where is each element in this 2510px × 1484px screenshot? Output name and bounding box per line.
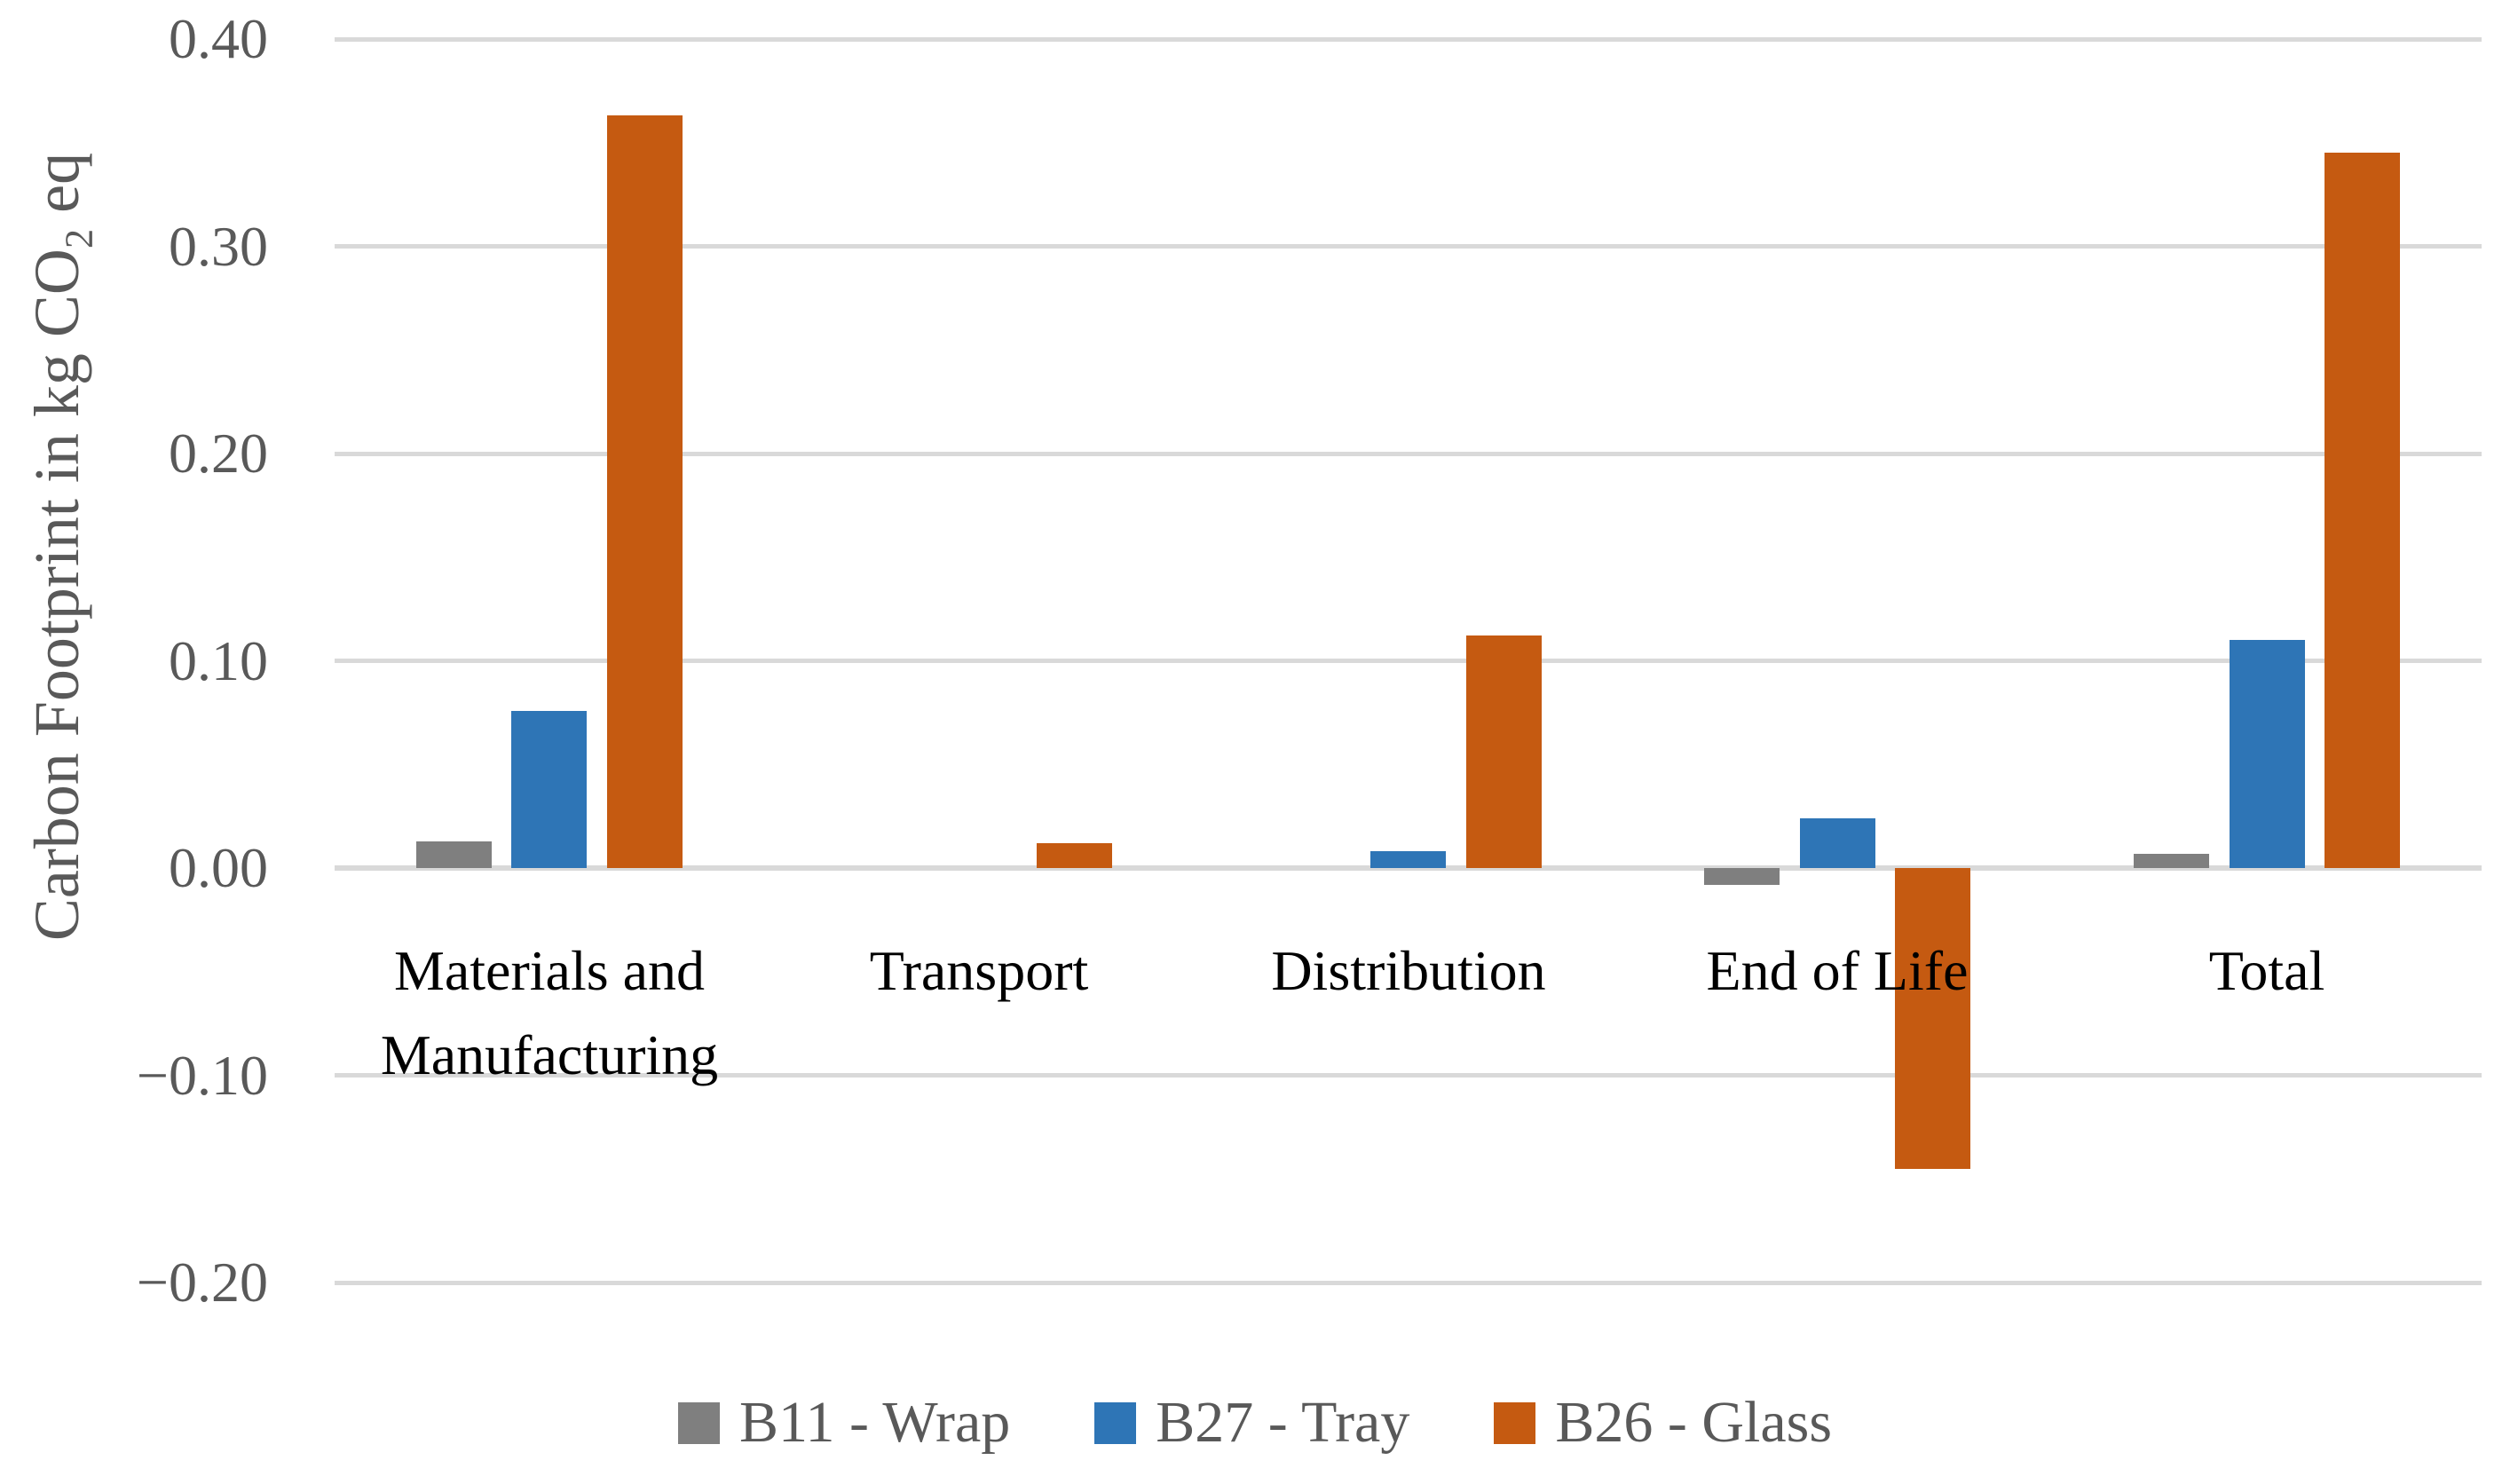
gridline-0.10 [335, 659, 2482, 663]
gridline-minus-0.10 [335, 1073, 2482, 1077]
gridline-0.20 [335, 452, 2482, 456]
y-tick-label-3: 0.10 [169, 629, 268, 692]
bar-b27-tray-distribution [1370, 851, 1446, 868]
legend-label-b11-wrap: B11 - Wrap [738, 1390, 1011, 1455]
y-tick-label-4: 0.00 [169, 836, 268, 899]
category-label-end-of-life: End of Life [1706, 939, 1969, 1002]
bar-b11-wrap-materials-and-manufacturing [416, 841, 492, 868]
bar-b27-tray-end-of-life [1800, 818, 1875, 868]
gridline-0.40 [335, 37, 2482, 42]
legend-swatch-b27-tray [1094, 1401, 1137, 1444]
legend-item-b27-tray: B27 - Tray [1094, 1393, 1409, 1452]
bar-b26-glass-materials-and-manufacturing [607, 115, 683, 868]
legend-item-b11-wrap: B11 - Wrap [677, 1390, 1011, 1455]
y-tick-label-0: 0.40 [169, 7, 268, 70]
bar-b11-wrap-end-of-life [1704, 868, 1780, 885]
gridline-minus-0.20 [335, 1281, 2482, 1285]
category-label-materials-and-manufacturing: Materials and Manufacturing [380, 939, 719, 1086]
category-label-total: Total [2208, 939, 2325, 1002]
gridline-0.30 [335, 244, 2482, 249]
x-axis-line [335, 865, 2482, 871]
y-tick-label-1: 0.30 [169, 215, 268, 278]
bar-b26-glass-distribution [1466, 635, 1542, 868]
y-axis-title: Carbon Footprint in kg CO2 eq [9, 14, 105, 1079]
bar-b27-tray-materials-and-manufacturing [511, 711, 587, 868]
legend: B11 - Wrap B27 - Tray B26 - Glass [0, 1393, 2510, 1452]
category-label-transport: Transport [869, 939, 1089, 1002]
bar-b26-glass-end-of-life [1895, 868, 1970, 1169]
y-tick-label-5: −0.10 [136, 1044, 268, 1107]
y-tick-label-2: 0.20 [169, 422, 268, 485]
legend-item-b26-glass: B26 - Glass [1494, 1393, 1832, 1452]
bar-b11-wrap-total [2134, 854, 2209, 868]
bar-b27-tray-total [2230, 640, 2305, 868]
category-label-distribution: Distribution [1271, 939, 1546, 1002]
bar-b26-glass-total [2325, 153, 2400, 868]
legend-label-b27-tray: B27 - Tray [1156, 1390, 1410, 1455]
legend-label-b26-glass: B26 - Glass [1555, 1390, 1833, 1455]
y-tick-label-6: −0.20 [136, 1251, 268, 1314]
legend-swatch-b26-glass [1494, 1401, 1536, 1444]
legend-swatch-b11-wrap [677, 1401, 720, 1444]
bar-b26-glass-transport [1037, 843, 1112, 868]
